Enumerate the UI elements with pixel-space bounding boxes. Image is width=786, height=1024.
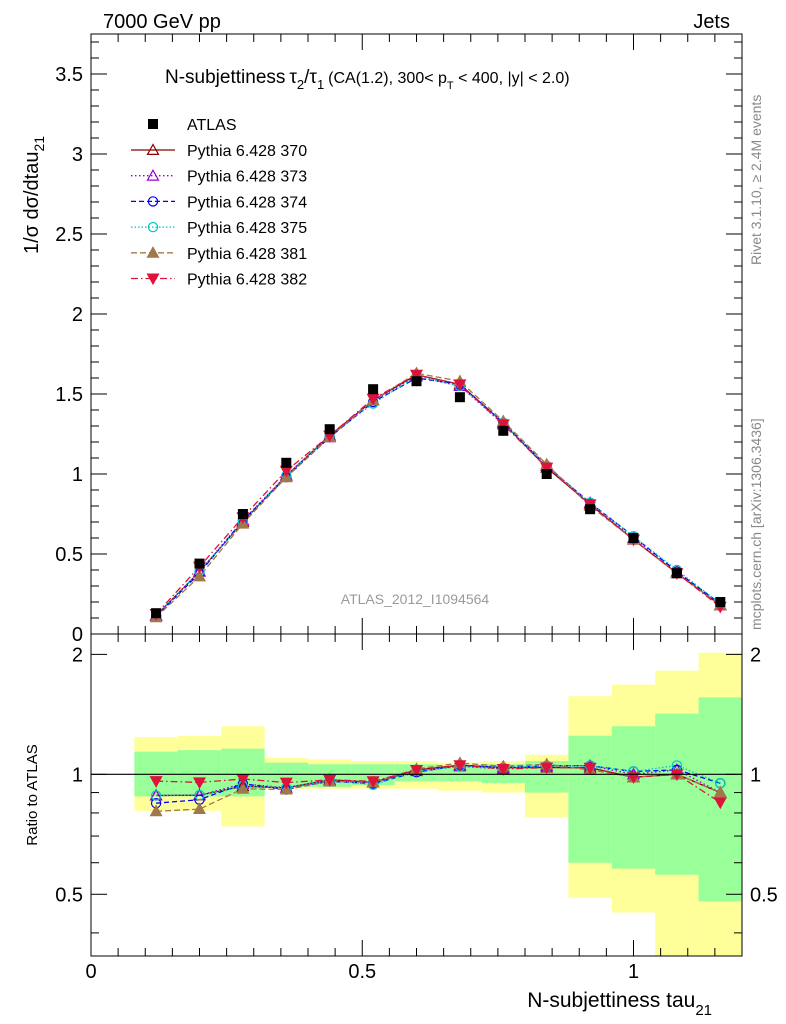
- ratio-tick-label-right: 0.5: [750, 884, 778, 906]
- ratio-tick-label-right: 2: [750, 644, 761, 666]
- header-left: 7000 GeV pp: [103, 11, 221, 33]
- data-point-atlas: [628, 533, 639, 543]
- legend-marker-atlas: [148, 119, 158, 129]
- band-inner-bin: [611, 726, 656, 869]
- legend-marker-p373: [146, 168, 160, 181]
- ratio-point-p381: [236, 782, 250, 794]
- ratio-point-p382: [192, 777, 207, 790]
- y-tick-label: 2: [72, 304, 83, 326]
- mcplots-label: mcplots.cern.ch [arXiv:1306.3436]: [748, 418, 764, 630]
- ratio-point-p382: [583, 762, 597, 775]
- data-point-atlas: [541, 469, 552, 479]
- legend-label-atlas: ATLAS: [187, 117, 237, 134]
- legend: ATLAS Pythia 6.428 370 Pythia 6.428 373 Pyt…: [131, 117, 307, 289]
- y-axis-label-main: 1/σ dσ/dtau21: [21, 136, 47, 254]
- ratio-point-p382: [149, 776, 163, 788]
- ratio-line-p375: [156, 764, 721, 797]
- point-p382: [496, 419, 510, 432]
- ratio-point-p382: [496, 763, 510, 776]
- ratio-point-p375: [194, 790, 205, 801]
- point-p382: [366, 393, 380, 406]
- ratio-line-p374: [156, 764, 721, 804]
- data-point-atlas: [411, 376, 422, 387]
- ratio-tick-label-left: 1: [72, 764, 83, 786]
- rivet-label: Rivet 3.1.10, ≥ 2.4M events: [748, 95, 764, 265]
- chart-title: N-subjettiness τ2/τ1 (CA(1.2), 300< pT < 4…: [165, 67, 570, 92]
- data-point-atlas: [194, 558, 205, 569]
- series-line-p381: [155, 372, 721, 618]
- data-point-atlas: [585, 504, 596, 515]
- legend-label-p375: Pythia 6.428 375: [187, 220, 307, 237]
- legend-marker-p375: [147, 221, 159, 233]
- ratio-line-p381: [156, 762, 721, 812]
- ratio-point-p381: [713, 785, 727, 798]
- y-tick-label: 3: [72, 144, 83, 166]
- ratio-point-p381: [149, 804, 163, 817]
- y-tick-label: 3.5: [55, 64, 83, 86]
- ratio-panel-series: [149, 756, 727, 817]
- data-point-atlas: [281, 457, 292, 468]
- x-tick-label: 1: [628, 961, 639, 983]
- ratio-point-p382: [453, 760, 467, 772]
- ratio-point-p381: [192, 802, 207, 815]
- data-point-atlas: [237, 509, 248, 519]
- ratio-tick-label-left: 2: [72, 644, 83, 666]
- ratio-point-p382: [409, 765, 424, 777]
- legend-label-p374: Pythia 6.428 374: [187, 194, 307, 211]
- title-main: N-subjettiness: [165, 67, 285, 88]
- legend-label-p381: Pythia 6.428 381: [187, 246, 307, 263]
- ratio-point-p382: [279, 777, 293, 790]
- data-point-atlas: [671, 568, 682, 579]
- y-axis-label-ratio: Ratio to ATLAS: [24, 744, 41, 845]
- legend-marker-p381: [146, 246, 160, 258]
- y-tick-label: 0.5: [55, 544, 83, 566]
- series-line-p370: [155, 374, 721, 617]
- data-point-atlas: [715, 597, 726, 607]
- axes: 00.511.522.533.50.5 0.51 12 20 0.5 1: [55, 33, 778, 983]
- data-point-atlas: [151, 608, 162, 619]
- point-p382: [409, 369, 424, 382]
- series-line-p382: [155, 374, 721, 615]
- series-line-p375: [155, 375, 721, 617]
- data-point-atlas: [454, 392, 465, 403]
- band-inner-bin: [438, 765, 482, 782]
- analysis-watermark: ATLAS_2012_I1094564: [341, 591, 490, 607]
- x-axis-label: N-subjettiness tau21: [527, 989, 712, 1019]
- legend-marker-p382: [146, 273, 160, 286]
- ratio-point-p382: [713, 797, 727, 810]
- band-inner-bin: [655, 713, 699, 875]
- legend-marker-p370: [146, 143, 160, 155]
- y-tick-label: 2.5: [55, 224, 83, 246]
- ratio-point-p382: [540, 762, 554, 775]
- ratio-point-p382: [626, 772, 641, 784]
- point-p382: [540, 462, 554, 475]
- ratio-point-p375: [150, 790, 162, 801]
- legend-label-p382: Pythia 6.428 382: [187, 272, 307, 289]
- series-line-p374: [155, 377, 721, 617]
- band-inner-bin: [568, 735, 612, 863]
- series-line-p373: [155, 375, 721, 617]
- data-point-atlas: [324, 424, 335, 435]
- x-tick-label: 0: [85, 961, 96, 983]
- header-right: Jets: [693, 11, 730, 33]
- point-p382: [453, 379, 467, 392]
- main-panel-series: [149, 366, 727, 623]
- legend-marker-p374: [147, 196, 159, 207]
- point-p381: [192, 569, 207, 582]
- x-tick-label: 0.5: [348, 961, 376, 983]
- ratio-tick-label-right: 1: [750, 764, 761, 786]
- ratio-tick-label-left: 0.5: [55, 884, 83, 906]
- legend-label-p370: Pythia 6.428 370: [187, 143, 307, 160]
- ratio-point-p382: [323, 774, 337, 787]
- y-tick-label: 0: [72, 624, 83, 646]
- y-tick-label: 1.5: [55, 384, 83, 406]
- ratio-uncertainty-bands: [134, 652, 742, 956]
- y-tick-label: 1: [72, 464, 83, 486]
- legend-label-p373: Pythia 6.428 373: [187, 169, 307, 186]
- ratio-point-p382: [366, 776, 380, 788]
- data-point-atlas: [368, 384, 379, 395]
- data-point-atlas: [498, 425, 509, 436]
